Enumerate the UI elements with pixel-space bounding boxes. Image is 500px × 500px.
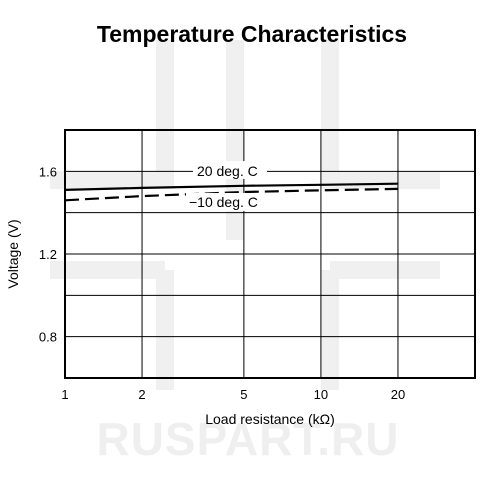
x-tick-labels: 1 2 5 10 20 (61, 387, 405, 402)
x-tick-label: 10 (314, 387, 328, 402)
chart-title: Temperature Characteristics (97, 21, 407, 47)
y-tick-labels: 0.8 1.2 1.6 (39, 164, 57, 344)
y-tick-label: 1.6 (39, 164, 57, 179)
watermark-logo (50, 40, 440, 390)
x-axis-label: Load resistance (kΩ) (205, 411, 335, 427)
grid-lines (64, 129, 476, 379)
series-label-20c: 20 deg. C (197, 163, 258, 179)
y-axis-label: Voltage (V) (5, 219, 21, 288)
watermark-text: RUSPART.RU (96, 413, 399, 465)
series-line-0 (64, 182, 399, 191)
x-tick-label: 5 (240, 387, 247, 402)
x-tick-label: 2 (138, 387, 145, 402)
x-tick-label: 20 (391, 387, 405, 402)
y-tick-label: 1.2 (39, 247, 57, 262)
series-label-bg-1 (186, 193, 268, 211)
plot-frame (64, 129, 476, 379)
x-tick-label: 1 (61, 387, 68, 402)
watermark: RUSPART.RU (50, 40, 440, 465)
y-tick-label: 0.8 (39, 330, 57, 345)
series-layer (64, 182, 399, 202)
series-label-bg-0 (193, 161, 267, 179)
series-line-1 (64, 187, 399, 202)
series-label-minus10c: −10 deg. C (189, 194, 258, 210)
